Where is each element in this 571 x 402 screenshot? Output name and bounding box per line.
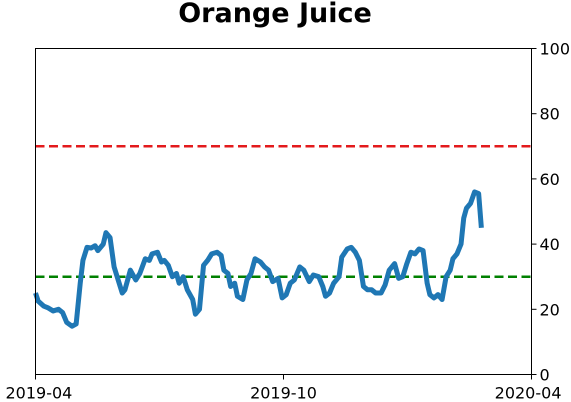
x-tick-label-2019-04: 2019-04: [6, 384, 73, 402]
x-tick-label-2020-04: 2020-04: [495, 384, 562, 402]
series-group: [33, 189, 484, 329]
y-tick-label-80: 80: [540, 105, 560, 124]
y-tick-label-100: 100: [540, 40, 571, 59]
x-tick-label-2019-10: 2019-10: [250, 384, 317, 402]
chart-title: Orange Juice: [178, 0, 372, 29]
y-tick-label-60: 60: [540, 170, 560, 189]
plot-area-frame: [35, 48, 532, 375]
series-line-1: [33, 189, 484, 329]
x-axis: 2019-04 2019-10 2020-04: [6, 374, 562, 402]
y-axis: 0 20 40 60 80 100: [531, 40, 571, 385]
y-tick-label-20: 20: [540, 300, 560, 319]
y-tick-label-0: 0: [540, 366, 550, 385]
y-tick-label-40: 40: [540, 235, 560, 254]
